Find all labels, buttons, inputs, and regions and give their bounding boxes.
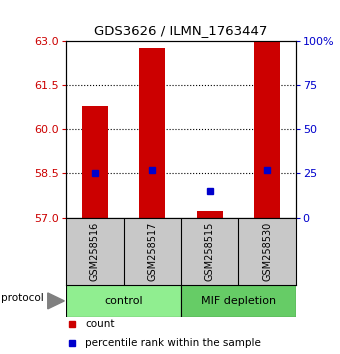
- Bar: [181, 285, 296, 317]
- Text: MIF depletion: MIF depletion: [201, 296, 276, 306]
- Text: control: control: [104, 296, 143, 306]
- Text: GSM258530: GSM258530: [262, 222, 272, 281]
- Bar: [254, 41, 280, 218]
- Text: GSM258517: GSM258517: [147, 222, 157, 281]
- Bar: [66, 285, 181, 317]
- Text: GSM258515: GSM258515: [205, 222, 215, 281]
- Bar: [139, 48, 165, 218]
- Bar: [197, 211, 223, 218]
- Text: percentile rank within the sample: percentile rank within the sample: [85, 338, 261, 348]
- Polygon shape: [48, 293, 64, 309]
- Title: GDS3626 / ILMN_1763447: GDS3626 / ILMN_1763447: [95, 24, 268, 37]
- Text: protocol: protocol: [1, 293, 44, 303]
- Text: GSM258516: GSM258516: [90, 222, 100, 281]
- Bar: [82, 105, 108, 218]
- Bar: [238, 218, 296, 285]
- Bar: [181, 218, 238, 285]
- Bar: [66, 218, 124, 285]
- Bar: [124, 218, 181, 285]
- Text: count: count: [85, 319, 115, 329]
